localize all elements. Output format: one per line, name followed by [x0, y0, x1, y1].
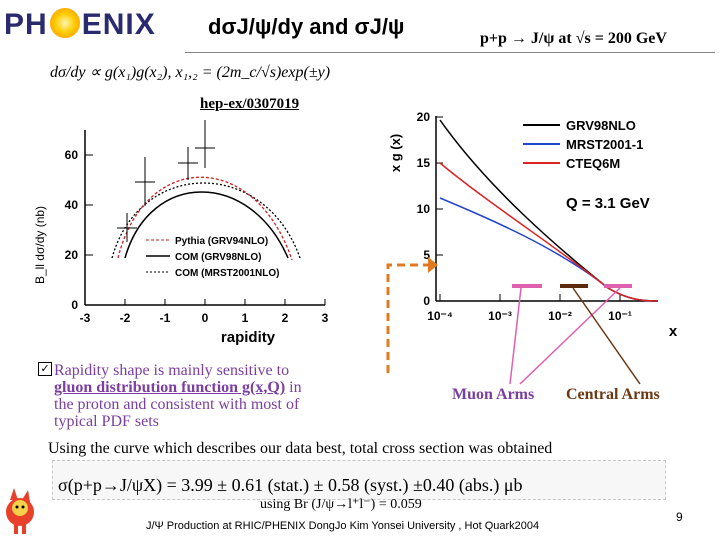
- left-ytick: 40: [65, 198, 79, 212]
- right-xtick: 10⁻⁴: [427, 309, 453, 323]
- phoenix-mascot-icon: [6, 488, 34, 534]
- cross-section-result: σ(p+p→J/ψX) = 3.99 ± 0.61 (stat.) ± 0.58…: [58, 475, 523, 495]
- left-ytick: 20: [65, 248, 79, 262]
- right-xtick: 10⁻²: [548, 309, 572, 323]
- slide-subtitle: p+p → J/ψ at √s = 200 GeV: [480, 30, 667, 47]
- right-ytick: 15: [417, 156, 431, 170]
- left-xtick: -1: [160, 311, 171, 325]
- right-ylabel: x g (x): [388, 134, 403, 172]
- formula: dσ/dy ∝ g(x₁)g(x₂), x₁,₂ = (2m_c/√s)exp(…: [50, 64, 331, 81]
- legend-pythia: Pythia (GRV94NLO): [175, 236, 268, 247]
- bullet-line3: the proton and consistent with most of: [54, 396, 300, 413]
- left-xlabel: rapidity: [221, 329, 276, 345]
- left-xtick: 3: [322, 311, 329, 325]
- right-xtick: 10⁻³: [488, 309, 512, 323]
- header-divider: [185, 52, 715, 53]
- cross-section-note: Using the curve which describes our data…: [48, 440, 553, 457]
- right-ytick: 10: [417, 202, 431, 216]
- muon-arms-label: Muon Arms: [452, 386, 535, 403]
- legend-mrst2001: MRST2001-1: [566, 137, 643, 152]
- connector-arrow: [386, 257, 438, 373]
- result-box: [52, 460, 666, 500]
- bullet-point: ✓ Rapidity shape is mainly sensitive to …: [38, 362, 378, 430]
- left-xtick: 2: [282, 311, 289, 325]
- checkbox-icon: ✓: [38, 362, 52, 376]
- legend-mrst: COM (MRST2001NLO): [175, 268, 279, 279]
- phenix-logo: PH ENIX: [4, 8, 156, 41]
- right-ytick: 0: [423, 294, 430, 308]
- branching-ratio: using Br (J/ψ→l⁺l⁻) = 0.059: [260, 497, 422, 512]
- legend-cteq6m: CTEQ6M: [566, 156, 620, 171]
- right-ytick: 20: [417, 110, 431, 124]
- footer-text: J/Ψ Production at RHIC/PHENIX DongJo Kim…: [146, 520, 540, 532]
- reference-link[interactable]: hep-ex/0307019: [200, 96, 300, 112]
- central-arms-label: Central Arms: [566, 386, 660, 403]
- legend-grv: COM (GRV98NLO): [175, 252, 262, 263]
- right-ytick: 5: [423, 248, 430, 262]
- left-ytick: 0: [71, 298, 78, 312]
- left-xtick: 0: [202, 311, 209, 325]
- left-xtick: -2: [120, 311, 131, 325]
- left-ytick: 60: [65, 148, 79, 162]
- left-xtick: 1: [242, 311, 249, 325]
- left-xtick: -3: [80, 311, 91, 325]
- bullet-line4: typical PDF sets: [54, 413, 159, 430]
- bullet-line1: Rapidity shape is mainly sensitive to: [54, 362, 290, 379]
- right-xlabel: x: [669, 323, 678, 340]
- bullet-highlight: gluon distribution function g(x,Q): [54, 379, 286, 396]
- left-ylabel: B_ll dσ/dy (nb): [33, 206, 47, 284]
- sun-icon: [49, 8, 80, 38]
- gluon-pdf-chart: x g (x) 0 5 10 15 20 10⁻⁴ 10⁻³ 10⁻² 10⁻¹ GRV98NL…: [388, 110, 678, 340]
- scale-label: Q = 3.1 GeV: [566, 195, 650, 212]
- legend-grv98: GRV98NLO: [566, 118, 636, 133]
- rapidity-chart: B_ll dσ/dy (nb) -3 -2 -1 0 1 2 3 0 20 40 60 Pythia…: [33, 120, 329, 345]
- page-number: 9: [676, 510, 683, 524]
- right-xtick: 10⁻¹: [608, 309, 632, 323]
- arm-arrows: [509, 287, 641, 385]
- slide-title: dσJ/ψ/dy and σJ/ψ: [208, 14, 405, 39]
